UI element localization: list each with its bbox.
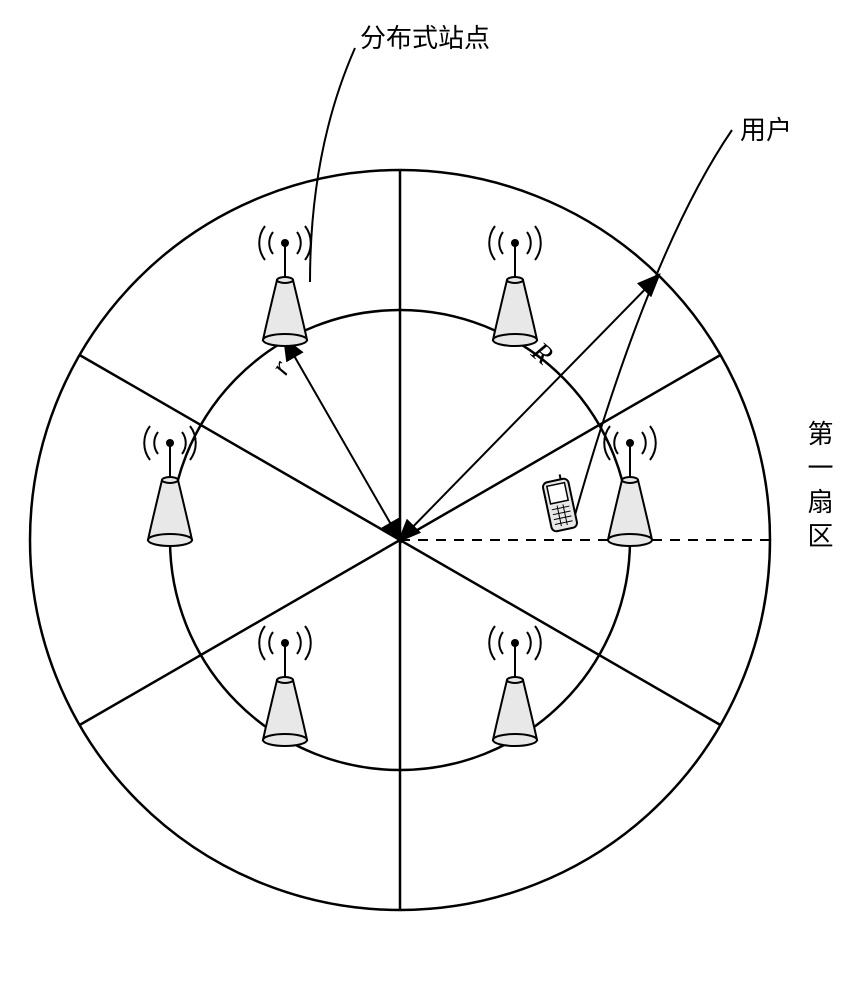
label-first-sector: 第一扇区: [800, 420, 837, 556]
leader-line-station: [310, 48, 355, 282]
antenna-icon: [144, 426, 196, 546]
antenna-icon: [259, 626, 311, 746]
antenna-icon: [489, 626, 541, 746]
radius-arrow-r: [285, 340, 400, 540]
label-user: 用户: [740, 110, 792, 147]
leader-line-user: [575, 130, 732, 515]
antenna-icon: [259, 226, 311, 346]
antenna-icon: [489, 226, 541, 346]
label-distributed-station: 分布式站点: [360, 18, 490, 55]
antenna-icon: [604, 426, 656, 546]
network-diagram: [0, 0, 867, 1000]
phone-icon: [541, 473, 578, 532]
